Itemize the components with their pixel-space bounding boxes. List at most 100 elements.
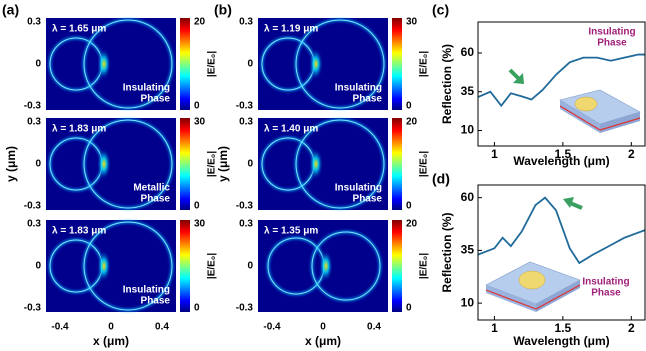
x-tick-label: -0.4 xyxy=(263,322,281,333)
phase-label: Insulating xyxy=(335,183,382,194)
y-axis-label: Reflection (%) xyxy=(440,212,454,292)
panel-label: (c) xyxy=(432,2,449,18)
y-tick-label: 0.3 xyxy=(27,117,41,128)
phase-label: Phase xyxy=(141,296,171,307)
x-tick-label: 1 xyxy=(491,321,498,335)
phase-label: Insulating xyxy=(123,285,170,296)
colorbar-tick-label: 0 xyxy=(194,201,200,212)
colorbar-label: |E/E₀| xyxy=(419,253,430,279)
y-tick-label: 10 xyxy=(461,295,475,309)
y-axis-label: y (μm) xyxy=(216,146,230,182)
ring xyxy=(295,19,385,109)
colorbar xyxy=(392,118,402,210)
phase-annotation: Phase xyxy=(591,288,621,299)
y-tick-label: -0.3 xyxy=(24,303,42,314)
hotspot xyxy=(309,48,323,80)
y-tick-label: 0 xyxy=(247,59,253,70)
ring xyxy=(83,221,173,311)
reflection-line xyxy=(477,196,646,265)
y-tick-label: 0.3 xyxy=(239,17,253,28)
panel-label: (d) xyxy=(432,171,450,187)
y-tick-label: 0 xyxy=(35,261,41,272)
x-tick-label: 1.5 xyxy=(555,147,572,161)
x-tick-label: 0 xyxy=(320,322,326,333)
y-tick-label: -0.3 xyxy=(24,201,42,212)
hotspot xyxy=(97,148,111,180)
field-map xyxy=(46,220,176,312)
hotspot xyxy=(319,250,333,282)
wavelength-label: λ = 1.35 μm xyxy=(264,226,318,237)
phase-label: Phase xyxy=(353,194,383,205)
colorbar xyxy=(392,220,402,312)
wavelength-label: λ = 1.40 μm xyxy=(264,124,318,135)
hotspot xyxy=(309,148,323,180)
field-map xyxy=(258,18,388,110)
wavelength-label: λ = 1.65 μm xyxy=(52,24,106,35)
field-map xyxy=(258,220,388,312)
colorbar-tick-label: 20 xyxy=(406,219,418,230)
phase-label: Metallic xyxy=(133,183,170,194)
ring xyxy=(83,119,173,209)
y-axis-label: y (μm) xyxy=(4,146,18,182)
x-axis-label: Wavelength (μm) xyxy=(513,334,609,348)
ring xyxy=(295,119,385,209)
y-tick-label: 60 xyxy=(461,45,475,59)
x-tick-label: 1 xyxy=(491,147,498,161)
y-tick-label: 35 xyxy=(461,243,475,257)
x-tick-label: 0.4 xyxy=(367,322,381,333)
y-tick-label: 35 xyxy=(461,84,475,98)
y-tick-label: -0.3 xyxy=(236,201,254,212)
y-tick-label: 0 xyxy=(35,159,41,170)
colorbar-tick-label: 30 xyxy=(194,219,206,230)
colorbar-tick-label: 30 xyxy=(194,117,206,128)
ring xyxy=(311,231,381,301)
x-tick-label: -0.4 xyxy=(51,322,69,333)
arrow-d xyxy=(563,197,583,210)
colorbar-tick-label: 0 xyxy=(406,201,412,212)
y-tick-label: 10 xyxy=(461,123,475,137)
x-tick-label: 0.4 xyxy=(155,322,169,333)
phase-annotation: Insulating xyxy=(588,27,635,38)
field-map xyxy=(258,118,388,210)
x-tick-label: 0 xyxy=(108,322,114,333)
phase-label: Phase xyxy=(141,194,171,205)
y-tick-label: -0.3 xyxy=(236,303,254,314)
colorbar-label: |E/E₀| xyxy=(207,51,218,77)
y-tick-label: 0 xyxy=(247,159,253,170)
phase-annotation: Insulating xyxy=(582,277,629,288)
y-tick-label: 0.3 xyxy=(239,219,253,230)
x-tick-label: 1.5 xyxy=(555,321,572,335)
phase-label: Insulating xyxy=(335,83,382,94)
arrow-c xyxy=(508,68,524,84)
inset-c xyxy=(559,89,641,133)
plot-frame xyxy=(477,21,646,147)
colorbar-tick-label: 0 xyxy=(406,303,412,314)
field-map xyxy=(46,118,176,210)
y-axis-label: Reflection (%) xyxy=(440,44,454,124)
hotspot xyxy=(97,48,111,80)
colorbar-tick-label: 20 xyxy=(194,17,206,28)
colorbar-tick-label: 0 xyxy=(406,101,412,112)
x-axis-label: x (μm) xyxy=(305,334,341,348)
y-tick-label: 0 xyxy=(35,59,41,70)
x-axis-label: Wavelength (μm) xyxy=(513,154,609,168)
y-tick-label: 0.3 xyxy=(27,17,41,28)
hotspot xyxy=(97,250,111,282)
colorbar xyxy=(180,18,190,110)
colorbar xyxy=(392,18,402,110)
x-tick-label: 2 xyxy=(628,321,635,335)
panel-label: (b) xyxy=(214,2,232,18)
colorbar-label: |E/E₀| xyxy=(419,51,430,77)
y-tick-label: -0.3 xyxy=(236,101,254,112)
wavelength-label: λ = 1.83 μm xyxy=(52,226,106,237)
ring xyxy=(83,19,173,109)
colorbar-tick-label: 20 xyxy=(406,117,418,128)
y-tick-label: 60 xyxy=(461,190,475,204)
y-tick-label: 0.3 xyxy=(27,219,41,230)
colorbar-label: |E/E₀| xyxy=(207,253,218,279)
inset-d xyxy=(485,261,581,312)
colorbar-label: |E/E₀| xyxy=(419,151,430,177)
x-axis-label: x (μm) xyxy=(93,334,129,348)
phase-annotation: Phase xyxy=(597,38,627,49)
